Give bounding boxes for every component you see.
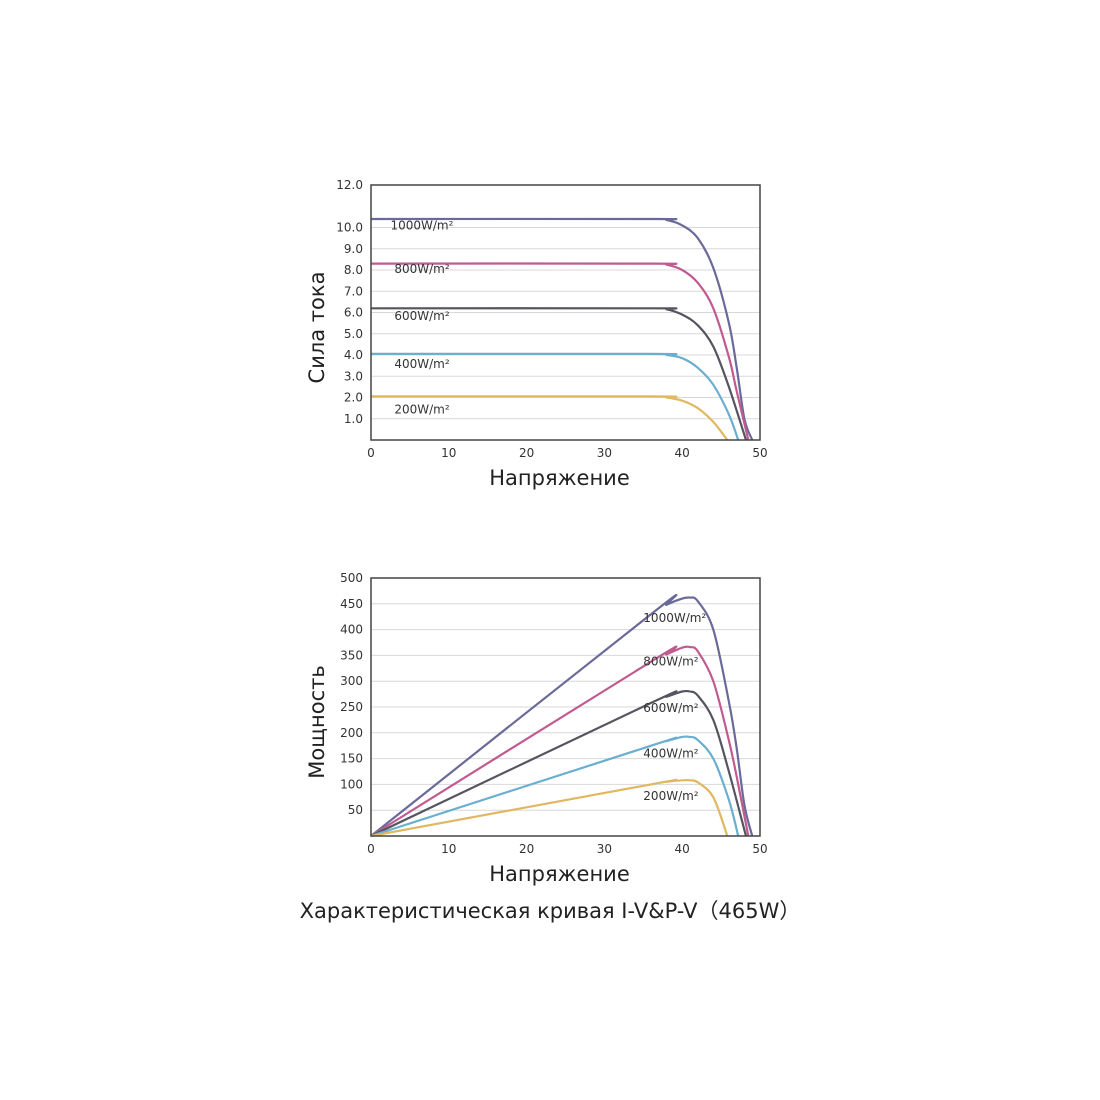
- y-tick-label: 6.0: [344, 306, 363, 320]
- y-tick-label: 50: [348, 803, 363, 817]
- y-axis-title: Сила тока: [305, 272, 329, 384]
- y-tick-label: 350: [340, 648, 363, 662]
- x-tick-label: 30: [597, 446, 612, 460]
- x-tick-label: 20: [519, 842, 534, 856]
- series-line-4: [370, 395, 729, 441]
- x-tick-label: 40: [675, 446, 690, 460]
- series-label-2: 600W/m²: [643, 701, 699, 715]
- y-axis-title: Мощность: [305, 665, 329, 778]
- y-tick-label: 3.0: [344, 369, 363, 383]
- x-tick-label: 50: [752, 842, 767, 856]
- series-label-2: 600W/m²: [394, 309, 450, 323]
- x-tick-label: 10: [441, 842, 456, 856]
- y-tick-label: 2.0: [344, 391, 363, 405]
- y-tick-label: 8.0: [344, 263, 363, 277]
- y-tick-label: 1.0: [344, 412, 363, 426]
- y-tick-label: 200: [340, 726, 363, 740]
- pv-chart: 50 100 150 200 250 300 350 400 450 500 0 10 20 30 40 50…: [305, 571, 768, 886]
- x-tick-label: 20: [519, 446, 534, 460]
- y-tick-label: 9.0: [344, 242, 363, 256]
- y-tick-label: 500: [340, 571, 363, 585]
- y-tick-label: 150: [340, 752, 363, 766]
- y-tick-label: 250: [340, 700, 363, 714]
- series-label-1: 800W/m²: [394, 262, 450, 276]
- series-label-3: 400W/m²: [643, 747, 699, 761]
- series-line-0: [370, 593, 754, 837]
- x-tick-label: 30: [597, 842, 612, 856]
- series-line-0: [370, 217, 754, 441]
- x-tick-label: 50: [752, 446, 767, 460]
- series-line-2: [370, 307, 748, 441]
- y-tick-label: 100: [340, 777, 363, 791]
- plot-frame: [370, 184, 761, 441]
- x-tick-label: 0: [367, 446, 375, 460]
- series-line-1: [370, 262, 750, 441]
- y-tick-label: 400: [340, 623, 363, 637]
- series-label-3: 400W/m²: [394, 357, 450, 371]
- y-tick-label: 10.0: [336, 221, 363, 235]
- series-label-0: 1000W/m²: [390, 219, 453, 233]
- series-line-2: [370, 689, 748, 837]
- y-tick-label: 7.0: [344, 284, 363, 298]
- figure-caption: Характеристическая кривая I-V&P-V（465W）: [300, 899, 801, 923]
- x-tick-label: 40: [675, 842, 690, 856]
- y-tick-label: 300: [340, 674, 363, 688]
- series-label-4: 200W/m²: [643, 789, 699, 803]
- series-label-0: 1000W/m²: [643, 611, 706, 625]
- series-line-1: [370, 645, 750, 837]
- y-tick-label: 4.0: [344, 348, 363, 362]
- iv-chart: 1.0 2.0 3.0 4.0 5.0 6.0 7.0 8.0 9.0 10.0 12.0 0 10 20…: [305, 178, 768, 490]
- y-tick-label: 450: [340, 597, 363, 611]
- x-axis-title: Напряжение: [489, 862, 630, 886]
- x-tick-label: 10: [441, 446, 456, 460]
- series-line-4: [370, 778, 729, 838]
- series-label-4: 200W/m²: [394, 402, 450, 416]
- y-tick-label: 5.0: [344, 327, 363, 341]
- series-line-3: [370, 735, 740, 838]
- y-tick-label: 12.0: [336, 178, 363, 192]
- x-tick-label: 0: [367, 842, 375, 856]
- series-line-3: [370, 352, 740, 441]
- x-axis-title: Напряжение: [489, 466, 630, 490]
- series-label-1: 800W/m²: [643, 655, 699, 669]
- plot-frame: [370, 577, 761, 837]
